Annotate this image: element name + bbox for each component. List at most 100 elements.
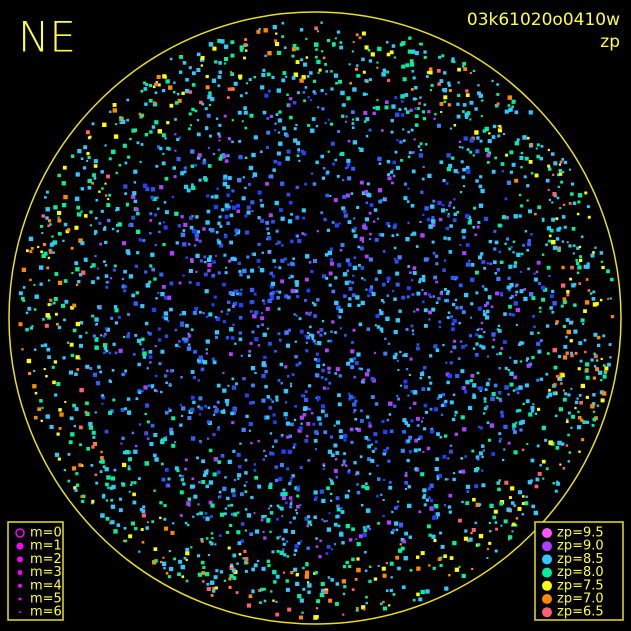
star [508, 247, 512, 251]
star [237, 110, 242, 115]
star [63, 279, 68, 283]
star [315, 545, 319, 548]
star [169, 251, 175, 256]
star [230, 503, 233, 507]
star [451, 156, 455, 160]
star [288, 434, 293, 438]
star [506, 507, 511, 512]
star [131, 128, 136, 133]
star [187, 523, 190, 527]
star [364, 79, 368, 83]
star [372, 111, 376, 116]
star [345, 193, 350, 198]
star [299, 466, 303, 470]
star [140, 304, 145, 309]
star [190, 258, 194, 262]
star [120, 442, 123, 445]
star [208, 448, 213, 453]
star [61, 303, 66, 308]
star [236, 292, 239, 296]
star [54, 272, 59, 276]
star [389, 588, 393, 593]
star [296, 295, 300, 299]
star [438, 394, 443, 399]
star [537, 205, 541, 210]
star [353, 396, 356, 399]
star [133, 481, 137, 485]
star [321, 404, 325, 409]
star [294, 289, 299, 293]
star [442, 343, 445, 347]
star [429, 381, 433, 385]
star [283, 492, 288, 496]
star [342, 459, 346, 463]
star [198, 355, 203, 360]
star [380, 233, 385, 237]
star [457, 357, 461, 360]
star [418, 435, 423, 440]
star [298, 317, 302, 321]
star [471, 528, 476, 533]
star [374, 440, 378, 444]
star [238, 302, 244, 308]
star [296, 488, 300, 492]
star [192, 484, 196, 488]
star [428, 533, 432, 537]
star [276, 296, 280, 300]
star [445, 291, 450, 296]
star [305, 349, 309, 353]
star [204, 107, 208, 111]
star [514, 110, 519, 115]
star [284, 501, 288, 505]
star [552, 173, 555, 176]
star [199, 406, 203, 411]
star [277, 332, 281, 336]
star [75, 267, 80, 272]
star [437, 296, 441, 301]
star [207, 146, 210, 149]
star [465, 93, 470, 97]
star [447, 237, 451, 241]
star [326, 387, 330, 390]
star [322, 167, 326, 170]
star [278, 141, 283, 146]
star [436, 123, 441, 128]
star [569, 320, 573, 325]
star [351, 293, 356, 298]
star [548, 234, 552, 238]
star [283, 257, 287, 261]
star [481, 483, 486, 488]
star [329, 258, 333, 262]
star [144, 102, 148, 106]
star [453, 124, 457, 127]
star [313, 314, 317, 318]
star [174, 441, 177, 444]
star [452, 218, 457, 223]
star [381, 282, 386, 287]
star [269, 432, 273, 435]
star [244, 557, 249, 561]
star [329, 435, 333, 439]
star [207, 406, 211, 409]
star [269, 398, 272, 401]
star [133, 181, 137, 184]
star [156, 196, 159, 199]
star [205, 85, 210, 90]
star [163, 225, 168, 230]
star [125, 249, 130, 254]
star [374, 237, 379, 242]
star [231, 385, 237, 390]
star [311, 412, 314, 415]
star [222, 486, 227, 491]
star [560, 382, 563, 385]
star [307, 331, 310, 335]
star [133, 301, 138, 306]
star [394, 521, 399, 526]
star [226, 153, 229, 156]
star [326, 170, 330, 174]
star [22, 286, 26, 289]
star [313, 339, 316, 342]
star [320, 581, 325, 586]
star [388, 413, 392, 416]
star [388, 480, 392, 484]
